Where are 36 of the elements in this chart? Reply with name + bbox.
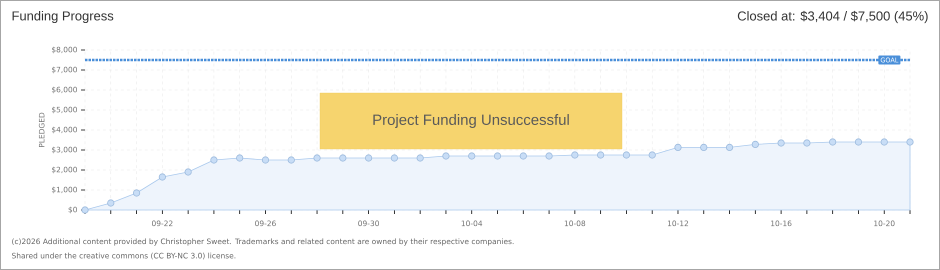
point bbox=[210, 156, 218, 164]
point bbox=[545, 152, 553, 160]
point bbox=[339, 154, 346, 162]
point bbox=[416, 154, 424, 162]
point bbox=[520, 152, 527, 160]
point bbox=[803, 139, 810, 147]
point bbox=[700, 144, 708, 151]
point bbox=[880, 138, 888, 146]
point bbox=[571, 151, 578, 159]
point bbox=[752, 140, 759, 148]
annotation: Project Funding Unsuccessful bbox=[373, 114, 569, 128]
point bbox=[597, 151, 604, 159]
point bbox=[313, 154, 321, 162]
point bbox=[648, 151, 656, 159]
point bbox=[829, 138, 836, 146]
point bbox=[778, 139, 785, 147]
point bbox=[468, 152, 476, 160]
point bbox=[158, 173, 166, 181]
point bbox=[906, 138, 914, 146]
point bbox=[81, 206, 89, 214]
point bbox=[442, 152, 450, 160]
point bbox=[674, 144, 682, 151]
point bbox=[854, 138, 862, 146]
point bbox=[494, 152, 502, 160]
point bbox=[288, 156, 295, 164]
point bbox=[236, 154, 244, 162]
point bbox=[262, 156, 270, 164]
point bbox=[184, 168, 192, 176]
point bbox=[132, 189, 140, 197]
point bbox=[365, 154, 372, 162]
point bbox=[107, 199, 114, 207]
point bbox=[726, 144, 734, 151]
chart-title: Funding Progress bbox=[12, 10, 114, 24]
point bbox=[622, 151, 630, 159]
chart-subtitle: Closed at: $3,404 / $7,500 (45%) bbox=[738, 10, 928, 24]
point bbox=[390, 154, 398, 162]
